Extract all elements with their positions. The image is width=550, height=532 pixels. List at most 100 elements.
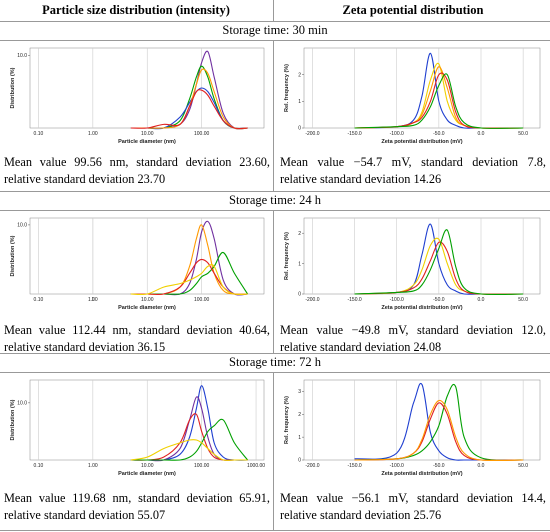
- rule: [0, 210, 550, 211]
- rule: [273, 372, 274, 530]
- x-tick-label: -200.0: [305, 297, 319, 303]
- column-header: Zeta potential distribution: [342, 3, 484, 17]
- y-tick-label: 0: [298, 292, 301, 298]
- distribution-curve: [130, 439, 248, 461]
- y-tick-label: 0: [298, 126, 301, 132]
- x-tick-label: -150.0: [347, 463, 361, 469]
- x-tick-label: -150.0: [347, 297, 361, 303]
- rule: [0, 40, 550, 41]
- chart: -200.0 -150.0 -100.0 -50.0 0.0 50.0 0 1 2 3 Zeta p…: [284, 379, 541, 477]
- x-tick-label: 1.00: [88, 297, 98, 303]
- plot-area: [303, 379, 541, 461]
- chart: 0.10 1.00 10.00 100.00 10.0 Particle diameter…: [10, 47, 265, 145]
- rule: [273, 40, 274, 191]
- x-tick-label: 50.0: [518, 131, 528, 137]
- chart: 0.10 1.00 10.00 100.00 1 10.0 Particle diamete…: [10, 217, 265, 311]
- y-tick-label: 2: [298, 412, 301, 418]
- caption: Mean value 112.44 nm, standard deviation…: [4, 323, 270, 354]
- x-tick-label: -50.0: [433, 131, 445, 137]
- y-tick-label: 10.0: [17, 223, 27, 229]
- storage-time: Storage time: 24 h: [229, 193, 321, 207]
- y-axis-label: Distribution (%): [10, 399, 16, 440]
- y-axis-label: Rel. frequency (%): [284, 396, 290, 444]
- chart: 0.10 1.00 10.00 100.00 1000.00 10.0 Particle d…: [10, 379, 265, 477]
- x-axis-label: Particle diameter (nm): [118, 139, 176, 145]
- rule: [0, 353, 550, 354]
- x-tick-label: 1: [91, 297, 94, 303]
- x-tick-label: 0.0: [478, 131, 485, 137]
- rule: [0, 530, 550, 531]
- y-axis-label: Rel. frequency (%): [284, 64, 290, 112]
- x-tick-label: -200.0: [305, 131, 319, 137]
- y-tick-label: 10.0: [17, 401, 27, 407]
- distribution-curve: [354, 72, 524, 129]
- x-tick-label: 1.00: [88, 463, 98, 469]
- y-axis-label: Distribution (%): [10, 67, 16, 108]
- x-tick-label: 1.00: [88, 131, 98, 137]
- column-header: Particle size distribution (intensity): [42, 3, 230, 17]
- x-tick-label: -50.0: [433, 297, 445, 303]
- distribution-curve: [354, 241, 524, 295]
- rule: [273, 0, 274, 21]
- distribution-curve: [354, 382, 524, 461]
- x-tick-label: -200.0: [305, 463, 319, 469]
- distribution-curve: [130, 263, 248, 296]
- chart: -200.0 -150.0 -100.0 -50.0 0.0 50.0 0 1 2 Zeta po…: [284, 47, 541, 145]
- x-tick-label: 1000.00: [247, 463, 265, 469]
- distribution-curve: [354, 52, 524, 129]
- y-axis-label: Rel. frequency (%): [284, 232, 290, 280]
- rule: [0, 372, 550, 373]
- x-tick-label: 50.0: [518, 297, 528, 303]
- x-tick-label: 10.00: [141, 297, 154, 303]
- caption: Mean value 119.68 nm, standard deviation…: [4, 491, 270, 522]
- y-tick-label: 1: [298, 435, 301, 441]
- x-tick-label: 10.00: [141, 463, 154, 469]
- rule: [273, 210, 274, 353]
- caption: Mean value −54.7 mV, standard deviation …: [280, 155, 546, 186]
- x-tick-label: -100.0: [390, 131, 404, 137]
- x-tick-label: 50.0: [518, 463, 528, 469]
- y-tick-label: 2: [298, 72, 301, 78]
- y-tick-label: 1: [298, 261, 301, 267]
- y-tick-label: 2: [298, 231, 301, 237]
- x-tick-label: 100.00: [194, 131, 210, 137]
- distribution-curve: [354, 399, 524, 462]
- x-tick-label: 0.0: [478, 297, 485, 303]
- x-tick-label: -50.0: [433, 463, 445, 469]
- x-tick-label: 10.00: [141, 131, 154, 137]
- caption: Mean value −56.1 mV, standard deviation …: [280, 491, 546, 522]
- plot-area: [303, 47, 541, 129]
- x-axis-label: Zeta potential distribution (mV): [381, 139, 462, 145]
- rule: [0, 191, 550, 192]
- distribution-curve: [354, 73, 524, 129]
- x-tick-label: 0.10: [34, 297, 44, 303]
- y-tick-label: 0: [298, 458, 301, 464]
- storage-time: Storage time: 30 min: [222, 23, 328, 37]
- y-axis-label: Distribution (%): [10, 235, 16, 276]
- y-tick-label: 10.0: [17, 53, 27, 59]
- distribution-curve: [130, 418, 249, 461]
- distribution-curve: [130, 68, 248, 130]
- x-tick-label: 100.00: [194, 297, 210, 303]
- x-tick-label: 0.0: [478, 463, 485, 469]
- x-tick-label: 0.10: [34, 463, 44, 469]
- rule: [0, 21, 550, 22]
- y-tick-label: 1: [298, 99, 301, 105]
- x-axis-label: Particle diameter (nm): [118, 305, 176, 311]
- x-tick-label: 0.10: [34, 131, 44, 137]
- x-axis-label: Particle diameter (nm): [118, 471, 176, 477]
- x-axis-label: Zeta potential distribution (mV): [381, 471, 462, 477]
- x-axis-label: Zeta potential distribution (mV): [381, 305, 462, 311]
- distribution-curve: [354, 223, 524, 295]
- distribution-curve: [130, 89, 248, 130]
- storage-time: Storage time: 72 h: [229, 355, 321, 369]
- x-tick-label: -100.0: [390, 463, 404, 469]
- distribution-curve: [354, 229, 524, 295]
- x-tick-label: -150.0: [347, 131, 361, 137]
- chart: -200.0 -150.0 -100.0 -50.0 0.0 50.0 0 1 2 Zeta po…: [284, 217, 541, 311]
- caption: Mean value 99.56 nm, standard deviation …: [4, 155, 270, 186]
- x-tick-label: 100.00: [194, 463, 210, 469]
- y-tick-label: 3: [298, 389, 301, 395]
- caption: Mean value −49.8 mV, standard deviation …: [280, 323, 546, 354]
